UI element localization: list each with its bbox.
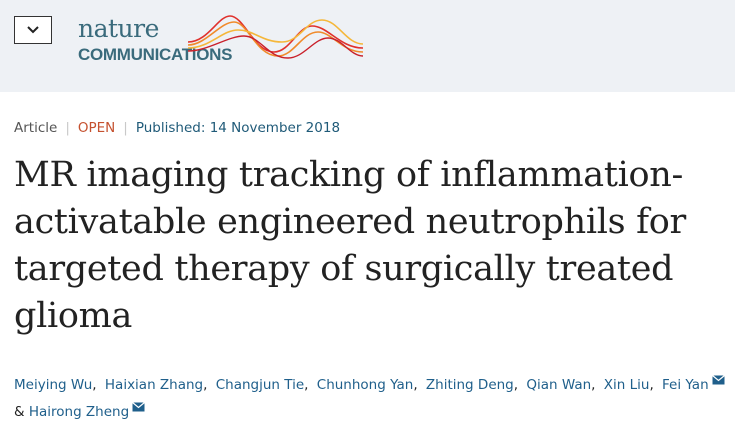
author: Hairong Zheng [28,402,146,420]
author-name[interactable]: Haixian Zhang [104,377,204,393]
separator: , [92,377,97,393]
separator: , [513,377,519,393]
email-icon[interactable] [711,375,725,385]
author: Changjun Tie, [216,377,313,393]
author-name[interactable]: Qian Wan [526,377,592,393]
logo-text: COMMUNICATIONS [78,45,233,64]
author-name[interactable]: Chunhong Yan [316,377,414,393]
author: Qian Wan, [526,377,599,393]
published-label: Published: [135,120,206,136]
access-label: OPEN [77,120,116,136]
author-name[interactable]: Fei Yan [662,377,709,393]
separator: , [203,377,208,393]
divider: | [65,120,70,136]
author-name[interactable]: Zhiting Deng [425,377,514,393]
site-header: nature COMMUNICATIONS [0,0,735,92]
author: Zhiting Deng, [426,377,522,393]
journal-logo[interactable]: nature COMMUNICATIONS [78,12,368,68]
separator: , [304,377,309,393]
author-name[interactable]: Hairong Zheng [28,404,130,420]
author: Chunhong Yan, [317,377,422,393]
article-title: MR imaging tracking of inflammation-acti… [14,155,686,336]
separator: , [649,377,654,393]
conjunction: & [14,404,25,420]
separator: , [413,377,418,393]
logo-text: nature [78,14,159,43]
article-type: Article [14,120,58,136]
author-name[interactable]: Meiying Wu [14,377,93,393]
separator: , [591,377,596,393]
chevron-icon [27,26,39,34]
author-list: Meiying Wu, Haixian Zhang, Changjun Tie,… [14,372,729,426]
author: Xin Liu, [604,377,658,393]
published-date: 14 November 2018 [209,120,341,136]
menu-button[interactable] [14,16,52,44]
logo-waves [187,15,364,59]
author: Fei Yan [662,375,725,393]
author: Haixian Zhang, [105,377,212,393]
author: Meiying Wu, [14,377,101,393]
article-meta: Article | OPEN | Published: 14 November 2018 [14,120,340,136]
divider: | [123,120,128,136]
author-name[interactable]: Changjun Tie [215,377,305,393]
author-name[interactable]: Xin Liu [603,377,650,393]
email-icon[interactable] [132,402,146,412]
